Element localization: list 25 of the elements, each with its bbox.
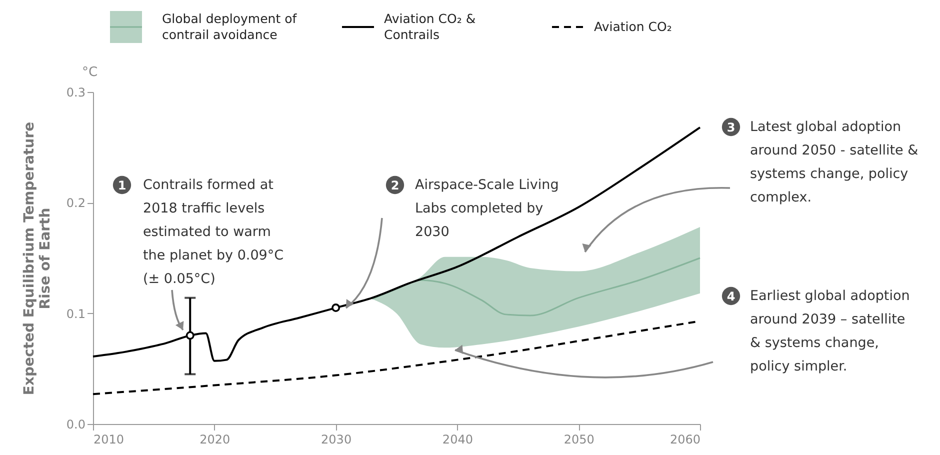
text: 3 xyxy=(726,120,736,134)
x-tick-label: 2060 xyxy=(670,432,700,446)
text: °C xyxy=(82,65,98,80)
y-tick-label: 0.1 xyxy=(66,306,86,321)
annotation: 2 xyxy=(390,178,400,192)
line-series xyxy=(92,126,701,362)
text: Earliest global adoption around 2039 – satellite & systems change, policy simpler. xyxy=(750,288,910,374)
x-tick-label: 2050 xyxy=(564,432,594,446)
legend-label: Aviation CO₂ & Contrails xyxy=(384,11,477,43)
legend-label: Global deployment of contrail avoidance xyxy=(162,11,298,43)
x-tick-label: 2010 xyxy=(94,432,124,446)
y-tick-label: 0.2 xyxy=(66,196,86,210)
x-tick-label: 2020 xyxy=(200,432,230,446)
annotation: Contrails formed at 2018 traffic levels estimated to warm the planet by 0.09°C (± 0.05°C) xyxy=(143,177,284,287)
y-tick-label: 0.3 xyxy=(66,86,86,100)
text: Latest global adoption around 2050 - satellite & systems change, policy complex. xyxy=(750,119,919,206)
text: 4 xyxy=(726,290,736,304)
annotation: Airspace-Scale Living Labs completed by 2030 xyxy=(415,177,559,240)
legend-label: Aviation CO₂ xyxy=(594,19,673,35)
y-axis-title: Expected Equilibrium Temperature Rise of Earth xyxy=(21,122,54,396)
annotation: 1 xyxy=(118,178,126,192)
y-tick-label: 0.0 xyxy=(66,418,86,432)
line-series xyxy=(371,257,701,316)
x-tick-label: 2030 xyxy=(321,432,352,446)
x-tick-label: 2040 xyxy=(442,432,473,446)
